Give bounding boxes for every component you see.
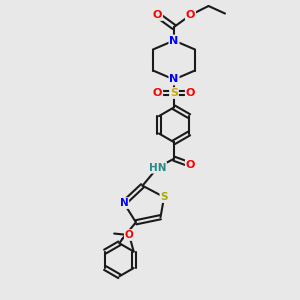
Text: O: O <box>125 230 134 240</box>
Text: O: O <box>153 88 162 98</box>
Text: O: O <box>153 10 162 20</box>
Text: N: N <box>169 35 178 46</box>
Text: O: O <box>186 88 195 98</box>
Text: N: N <box>169 74 178 85</box>
Text: O: O <box>186 10 195 20</box>
Text: S: S <box>160 192 168 202</box>
Text: N: N <box>119 198 128 208</box>
Text: HN: HN <box>149 163 166 173</box>
Text: O: O <box>186 160 195 170</box>
Text: S: S <box>170 88 178 98</box>
